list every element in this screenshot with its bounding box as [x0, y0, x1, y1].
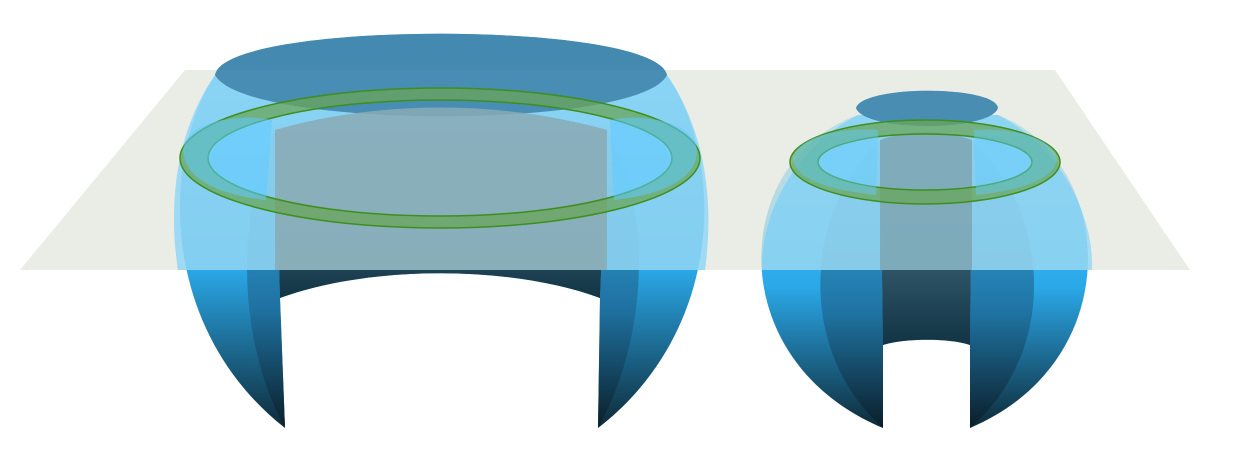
- large-sphere-inner-upper: [275, 107, 607, 270]
- small-sphere-cap-overlay: [856, 90, 998, 126]
- small-intersection-ring: [789, 119, 1061, 205]
- large-ring-left-highlight: [183, 117, 272, 200]
- large-ring-right-highlight: [610, 117, 697, 200]
- small-ring-right-highlight: [974, 129, 1057, 195]
- small-ring-left-highlight: [793, 129, 878, 195]
